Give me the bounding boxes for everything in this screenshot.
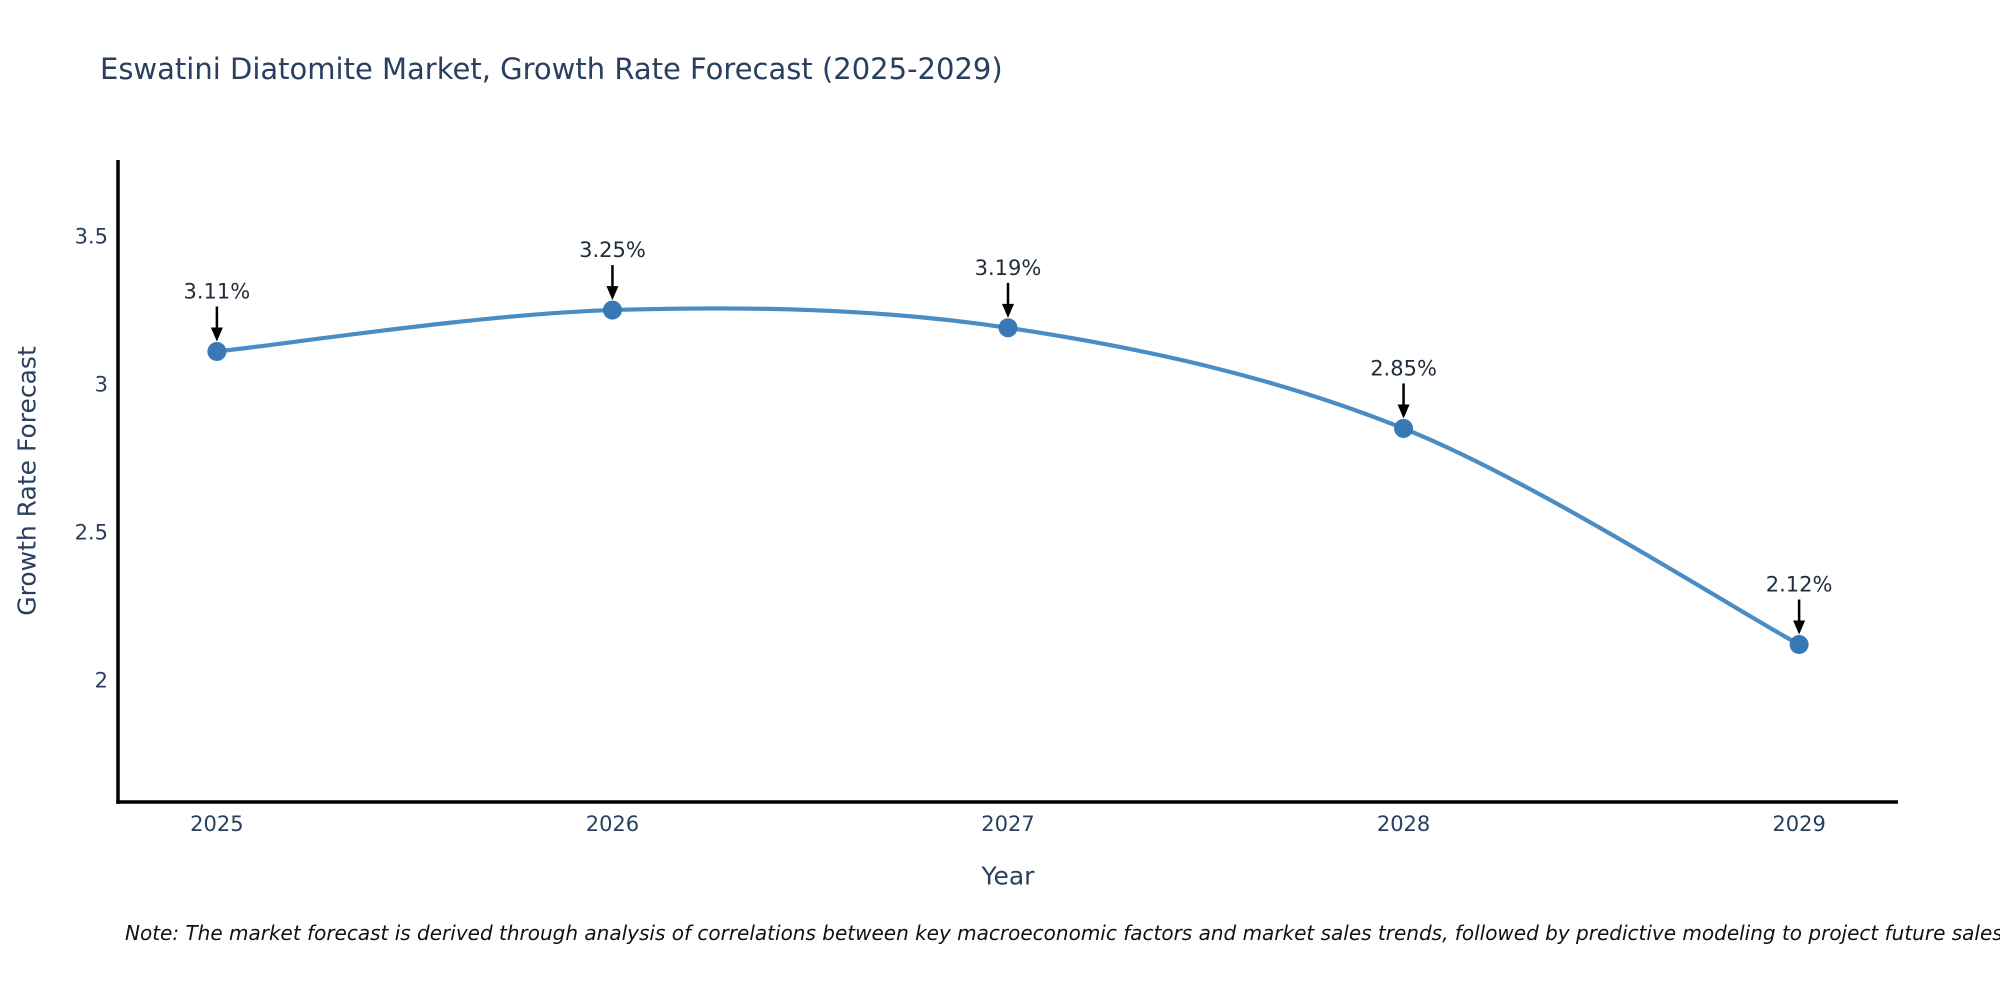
- data-point-marker-2028[interactable]: [1394, 418, 1414, 438]
- annotation-arrowhead: [1793, 620, 1806, 635]
- annotation-arrowhead: [1002, 303, 1014, 318]
- x-axis-title: Year: [981, 861, 1035, 891]
- data-point-marker-2026[interactable]: [602, 300, 622, 320]
- x-tick-label-2029: 2029: [1772, 812, 1825, 836]
- x-tick-label-2028: 2028: [1377, 812, 1430, 836]
- data-point-marker-2027[interactable]: [998, 318, 1018, 338]
- y-tick-label-3.5: 3.5: [75, 224, 108, 248]
- annotation-arrowhead: [1397, 404, 1410, 419]
- footnote: Note: The market forecast is derived thr…: [125, 921, 2000, 945]
- annotation-label-2026: 3.25%: [579, 238, 646, 262]
- annotation-label-2027: 3.19%: [975, 256, 1042, 280]
- x-tick-label-2025: 2025: [190, 812, 243, 836]
- y-axis-title: Growth Rate Forecast: [12, 346, 42, 616]
- data-point-marker-2029[interactable]: [1789, 635, 1809, 655]
- y-tick-label-3: 3: [95, 372, 108, 396]
- x-tick-label-2027: 2027: [981, 812, 1034, 836]
- x-tick-label-2026: 2026: [586, 812, 639, 836]
- chart-title: Eswatini Diatomite Market, Growth Rate F…: [100, 52, 1003, 86]
- forecast-line: [214, 306, 1802, 647]
- annotation-label-2025: 3.11%: [184, 280, 251, 304]
- annotation-label-2029: 2.12%: [1766, 573, 1833, 597]
- y-tick-label-2: 2: [95, 668, 108, 692]
- annotation-label-2028: 2.85%: [1370, 356, 1437, 380]
- annotation-arrowhead: [606, 286, 619, 301]
- data-point-marker-2025[interactable]: [207, 342, 227, 362]
- y-tick-label-2.5: 2.5: [75, 520, 108, 544]
- annotation-arrowhead: [210, 327, 223, 342]
